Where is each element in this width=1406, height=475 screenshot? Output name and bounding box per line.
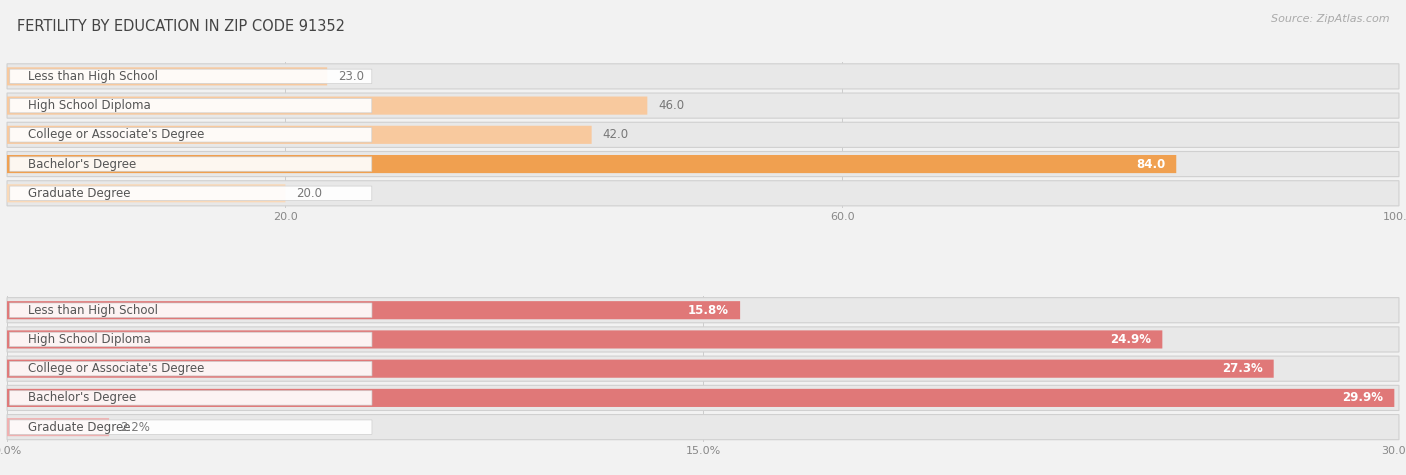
FancyBboxPatch shape: [7, 67, 328, 86]
FancyBboxPatch shape: [7, 356, 1399, 381]
FancyBboxPatch shape: [7, 122, 1399, 147]
Text: 42.0: 42.0: [603, 128, 628, 142]
FancyBboxPatch shape: [7, 152, 1399, 177]
Text: 29.9%: 29.9%: [1343, 391, 1384, 404]
FancyBboxPatch shape: [7, 126, 592, 144]
Text: Less than High School: Less than High School: [28, 304, 157, 317]
Text: Bachelor's Degree: Bachelor's Degree: [28, 391, 136, 404]
FancyBboxPatch shape: [7, 301, 740, 319]
FancyBboxPatch shape: [7, 96, 647, 114]
Text: High School Diploma: High School Diploma: [28, 99, 150, 112]
Text: High School Diploma: High School Diploma: [28, 333, 150, 346]
FancyBboxPatch shape: [7, 180, 1399, 206]
FancyBboxPatch shape: [10, 186, 371, 200]
FancyBboxPatch shape: [7, 155, 1177, 173]
FancyBboxPatch shape: [7, 93, 1399, 118]
FancyBboxPatch shape: [7, 360, 1274, 378]
Text: 84.0: 84.0: [1136, 158, 1166, 171]
FancyBboxPatch shape: [7, 331, 1163, 349]
FancyBboxPatch shape: [10, 332, 373, 347]
FancyBboxPatch shape: [10, 361, 373, 376]
FancyBboxPatch shape: [7, 298, 1399, 323]
Text: Less than High School: Less than High School: [28, 70, 157, 83]
FancyBboxPatch shape: [10, 391, 373, 405]
FancyBboxPatch shape: [7, 64, 1399, 89]
FancyBboxPatch shape: [7, 418, 110, 436]
Text: College or Associate's Degree: College or Associate's Degree: [28, 362, 204, 375]
Text: FERTILITY BY EDUCATION IN ZIP CODE 91352: FERTILITY BY EDUCATION IN ZIP CODE 91352: [17, 19, 344, 34]
FancyBboxPatch shape: [7, 385, 1399, 410]
Text: Bachelor's Degree: Bachelor's Degree: [28, 158, 136, 171]
FancyBboxPatch shape: [7, 184, 285, 202]
Text: 2.2%: 2.2%: [121, 421, 150, 434]
FancyBboxPatch shape: [7, 389, 1395, 407]
Text: 23.0: 23.0: [339, 70, 364, 83]
FancyBboxPatch shape: [10, 128, 371, 142]
Text: 15.8%: 15.8%: [688, 304, 728, 317]
FancyBboxPatch shape: [10, 157, 371, 171]
FancyBboxPatch shape: [10, 69, 371, 84]
Text: Graduate Degree: Graduate Degree: [28, 187, 131, 200]
FancyBboxPatch shape: [10, 98, 371, 113]
Text: Graduate Degree: Graduate Degree: [28, 421, 131, 434]
FancyBboxPatch shape: [7, 415, 1399, 440]
Text: Source: ZipAtlas.com: Source: ZipAtlas.com: [1271, 14, 1389, 24]
Text: College or Associate's Degree: College or Associate's Degree: [28, 128, 204, 142]
FancyBboxPatch shape: [10, 420, 373, 434]
Text: 46.0: 46.0: [658, 99, 685, 112]
FancyBboxPatch shape: [10, 303, 373, 317]
Text: 27.3%: 27.3%: [1222, 362, 1263, 375]
FancyBboxPatch shape: [7, 327, 1399, 352]
Text: 20.0: 20.0: [297, 187, 322, 200]
Text: 24.9%: 24.9%: [1111, 333, 1152, 346]
